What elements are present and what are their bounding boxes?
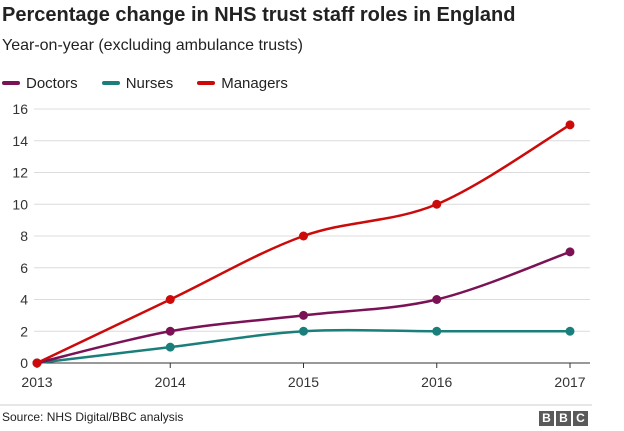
source-note: Source: NHS Digital/BBC analysis (2, 410, 184, 424)
legend-item-managers: Managers (197, 75, 288, 92)
y-tick-label: 2 (20, 323, 28, 339)
legend-item-nurses: Nurses (101, 74, 174, 92)
data-point-doctors (565, 247, 575, 257)
bbc-logo-letter: C (573, 411, 588, 426)
y-tick-label: 6 (20, 260, 28, 276)
legend-swatch-nurses (101, 81, 120, 85)
y-tick-label: 16 (12, 101, 28, 117)
x-tick-label: 2017 (554, 374, 585, 390)
chart-title: Percentage change in NHS trust staff rol… (2, 4, 516, 26)
y-tick-label: 0 (20, 355, 28, 371)
y-tick-label: 4 (20, 292, 28, 308)
data-point-managers (299, 231, 308, 241)
data-point-doctors (299, 310, 308, 320)
x-tick-label: 2014 (155, 374, 186, 390)
data-point-doctors (165, 326, 175, 336)
bbc-logo: B B C (539, 411, 590, 426)
bbc-logo-letter: B (556, 411, 571, 426)
x-tick-label: 2016 (421, 374, 452, 390)
legend-label-nurses: Nurses (125, 74, 174, 92)
x-tick-label: 2015 (288, 374, 319, 390)
y-tick-label: 10 (12, 196, 28, 212)
y-tick-label: 14 (12, 133, 28, 149)
data-point-managers (32, 358, 42, 368)
legend-item-doctors: Doctors (2, 75, 78, 92)
bbc-logo-letter: B (539, 411, 554, 426)
legend-label-managers: Managers (221, 74, 288, 92)
y-tick-label: 12 (12, 165, 28, 181)
x-tick-label: 2013 (21, 374, 52, 390)
data-point-nurses (432, 326, 442, 336)
data-point-managers (565, 120, 575, 130)
series-line-doctors (35, 250, 572, 365)
y-tick-label: 8 (20, 228, 28, 244)
data-point-nurses (165, 342, 175, 352)
data-point-managers (165, 295, 175, 304)
data-point-managers (432, 199, 442, 209)
chart-subtitle: Year-on-year (excluding ambulance trusts… (2, 37, 303, 54)
legend: Doctors Nurses Managers (2, 73, 312, 93)
legend-swatch-doctors (2, 81, 20, 85)
legend-label-doctors: Doctors (26, 74, 78, 92)
data-point-nurses (565, 326, 575, 336)
legend-swatch-managers (197, 81, 216, 85)
data-point-doctors (432, 295, 442, 304)
data-point-nurses (299, 326, 308, 336)
